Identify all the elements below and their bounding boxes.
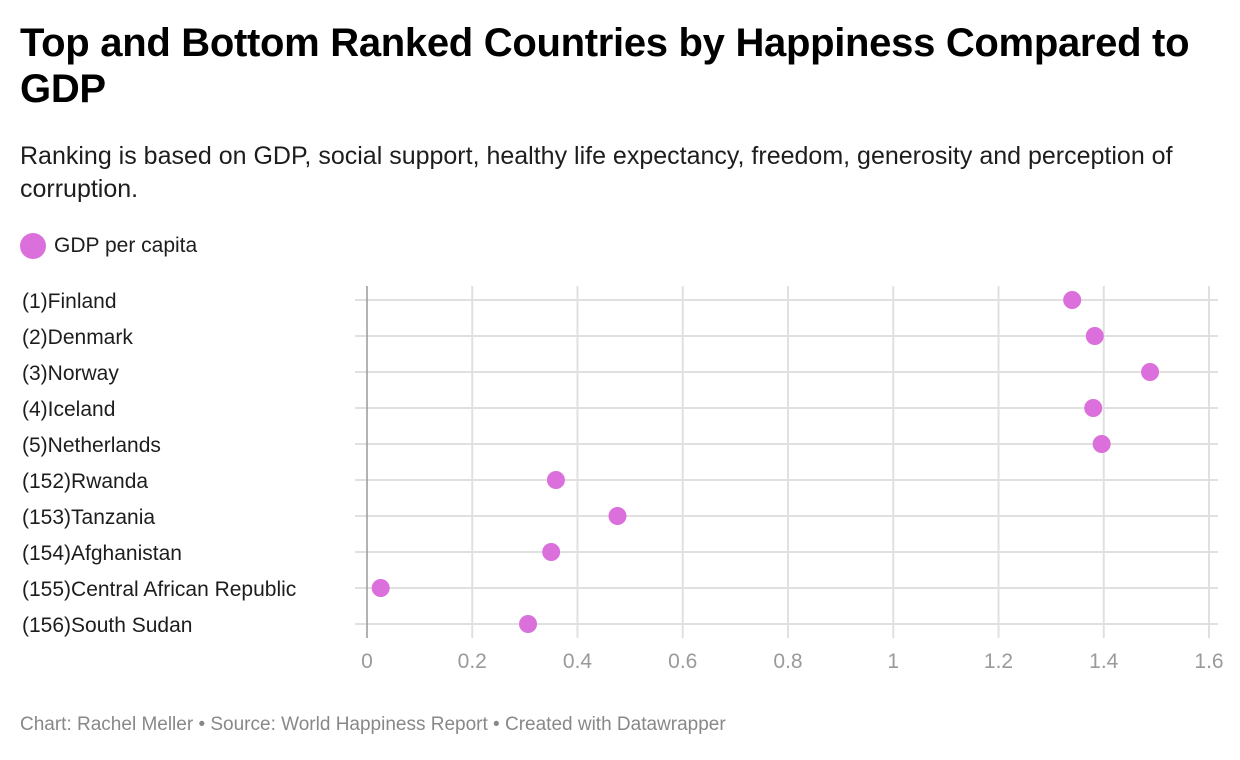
gdp-dot bbox=[519, 615, 538, 633]
dot-plot: (1)Finland (2)Denmark (3)Norway (4)Iceland (… bbox=[22, 286, 1224, 673]
x-tick-label: 0.4 bbox=[563, 650, 593, 673]
gdp-dot bbox=[1063, 291, 1082, 309]
x-tick-label: 1.2 bbox=[984, 650, 1013, 673]
country-label: (154)Afghanistan bbox=[22, 542, 182, 565]
country-label: (3)Norway bbox=[22, 362, 119, 385]
row-labels: (1)Finland (2)Denmark (3)Norway (4)Iceland (… bbox=[22, 290, 296, 637]
gdp-dot bbox=[1141, 363, 1160, 381]
grid-lines bbox=[355, 286, 1218, 638]
country-label: (153)Tanzania bbox=[22, 506, 155, 529]
gdp-dot bbox=[1092, 435, 1111, 453]
gdp-dot bbox=[371, 579, 390, 597]
gdp-dot bbox=[546, 471, 565, 489]
country-label: (152)Rwanda bbox=[22, 470, 148, 493]
x-tick-label: 0.2 bbox=[458, 650, 487, 673]
gdp-dot bbox=[608, 507, 627, 525]
x-tick-label: 1.6 bbox=[1194, 650, 1223, 673]
gdp-dot bbox=[542, 543, 561, 561]
legend: GDP per capita bbox=[20, 231, 197, 261]
gdp-dot bbox=[1084, 399, 1103, 417]
country-label: (156)South Sudan bbox=[22, 614, 192, 637]
legend-swatch bbox=[20, 233, 46, 259]
chart-footer: Chart: Rachel Meller • Source: World Hap… bbox=[20, 714, 726, 735]
x-axis-ticks: 0 0.2 0.4 0.6 0.8 1 1.2 1.4 1.6 bbox=[361, 650, 1223, 673]
country-label: (155)Central African Republic bbox=[22, 578, 296, 601]
country-label: (4)Iceland bbox=[22, 398, 115, 421]
x-tick-label: 0 bbox=[361, 650, 373, 673]
data-points bbox=[371, 291, 1160, 633]
chart-subtitle: Ranking is based on GDP, social support,… bbox=[20, 142, 1173, 203]
x-tick-label: 1.4 bbox=[1089, 650, 1119, 673]
x-tick-label: 0.8 bbox=[773, 650, 802, 673]
country-label: (2)Denmark bbox=[22, 326, 133, 349]
country-label: (1)Finland bbox=[22, 290, 117, 313]
x-tick-label: 0.6 bbox=[668, 650, 697, 673]
chart-title: Top and Bottom Ranked Countries by Happi… bbox=[20, 21, 1190, 111]
gdp-dot bbox=[1085, 327, 1104, 345]
legend-label: GDP per capita bbox=[54, 234, 198, 257]
country-label: (5)Netherlands bbox=[22, 434, 161, 457]
x-tick-label: 1 bbox=[887, 650, 899, 673]
